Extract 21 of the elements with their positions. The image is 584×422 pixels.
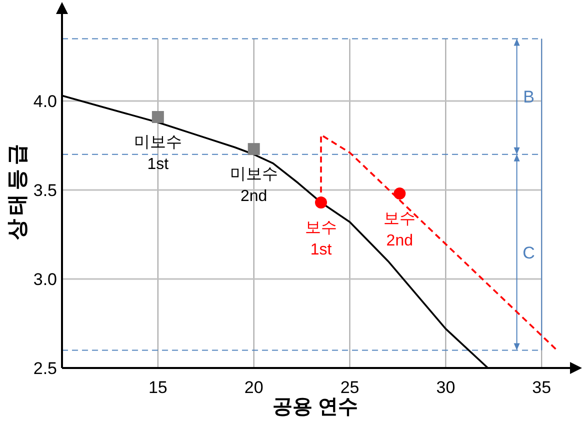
x-tick-label: 25 [340,378,360,397]
point [394,188,406,200]
y-tick-label: 3.5 [33,181,57,200]
x-tick-label: 15 [148,378,168,397]
point [152,111,164,124]
point [315,196,327,208]
annotation: C [522,243,535,262]
annotation: 미보수 2nd [230,166,278,206]
x-axis-title: 공용 연수 [272,396,358,418]
point [248,143,260,156]
y-tick-label: 4.0 [33,92,57,111]
annotation: B [523,88,534,107]
x-tick-label: 20 [244,378,264,397]
annotation: 보수 2nd [384,210,416,250]
annotation: 미보수 1st [134,134,182,174]
y-tick-label: 3.0 [33,270,57,289]
x-tick-label: 30 [436,378,456,397]
annotation: 보수 1st [305,219,337,258]
x-tick-label: 35 [532,378,552,397]
y-tick-label: 2.5 [33,359,57,378]
y-axis-title: 상태등급 [6,140,29,240]
